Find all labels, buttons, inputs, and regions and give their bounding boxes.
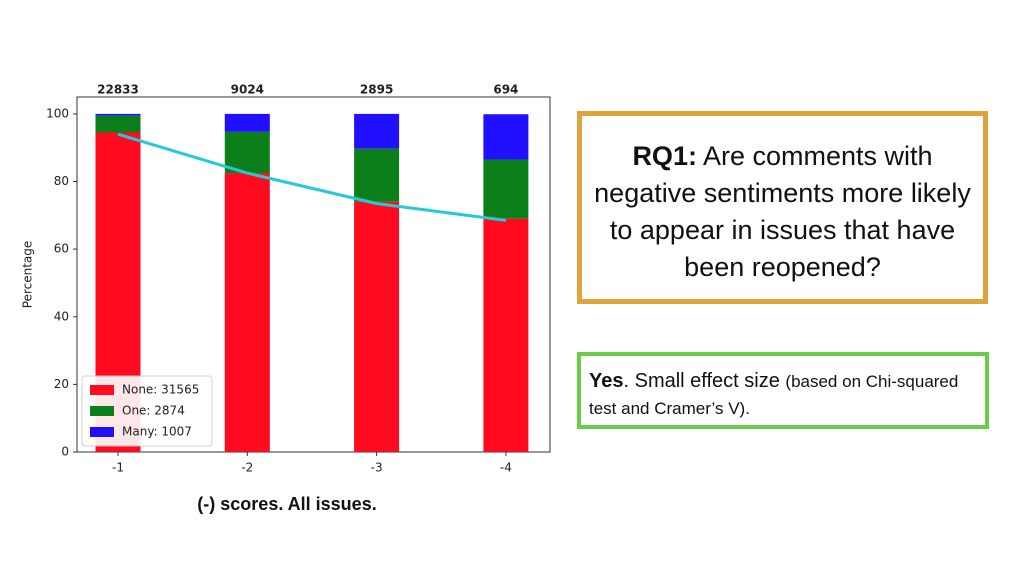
- bar-label: 694: [493, 83, 518, 97]
- bar-segment: [354, 113, 400, 149]
- answer-box: Yes. Small effect size (based on Chi-squ…: [577, 352, 989, 429]
- question-box: RQ1: Are comments with negative sentimen…: [577, 111, 988, 304]
- bar-segment: [224, 113, 270, 132]
- chart: 0 20 40 60 80 100 Percentage -1 22833 -2 9024 -3 289…: [21, 83, 551, 475]
- legend-swatch: [90, 406, 114, 416]
- question-label: RQ1:: [632, 141, 697, 171]
- question: Are comments with negative sentiments mo…: [594, 141, 971, 282]
- answer: . Small effect size: [623, 370, 780, 392]
- legend-label: One: 2874: [122, 404, 185, 418]
- x-tick-label: -3: [371, 461, 383, 475]
- x-tick-label: -1: [112, 461, 124, 475]
- y-tick-label: 80: [54, 174, 69, 188]
- bar-segment: [224, 131, 270, 174]
- caption: (-) scores. All issues.: [197, 494, 377, 514]
- x-tick-label: -2: [241, 461, 253, 475]
- answer-note: (based on Chi-squared test and Cramer’s …: [589, 372, 959, 418]
- bar-segment: [483, 114, 529, 160]
- bar-segment: [95, 115, 141, 133]
- legend-box: [81, 375, 213, 447]
- bar-segment: [483, 218, 529, 452]
- legend-label: Many: 1007: [122, 425, 192, 439]
- y-tick-label: 40: [54, 309, 69, 323]
- bar-label: 22833: [97, 83, 139, 97]
- y-tick-label: 100: [46, 106, 69, 120]
- legend-swatch: [90, 427, 114, 437]
- y-tick-label: 0: [61, 445, 69, 459]
- trend-line: [117, 132, 507, 222]
- bar-segment: [354, 148, 400, 202]
- legend-label: None: 31565: [122, 383, 199, 397]
- bar-label: 2895: [360, 83, 393, 97]
- bar-segment: [95, 113, 141, 116]
- bar-segment: [354, 201, 400, 452]
- y-tick-label: 60: [54, 242, 69, 256]
- bar-segment: [224, 173, 270, 453]
- y-axis-label: Percentage: [21, 241, 35, 309]
- plot-area: [76, 96, 551, 453]
- answer-label: Yes: [589, 370, 624, 392]
- bar-label: 9024: [231, 83, 264, 97]
- y-tick-label: 20: [54, 377, 69, 391]
- legend-swatch: [90, 385, 114, 395]
- x-tick-label: -4: [500, 461, 512, 475]
- bar-segment: [483, 159, 529, 219]
